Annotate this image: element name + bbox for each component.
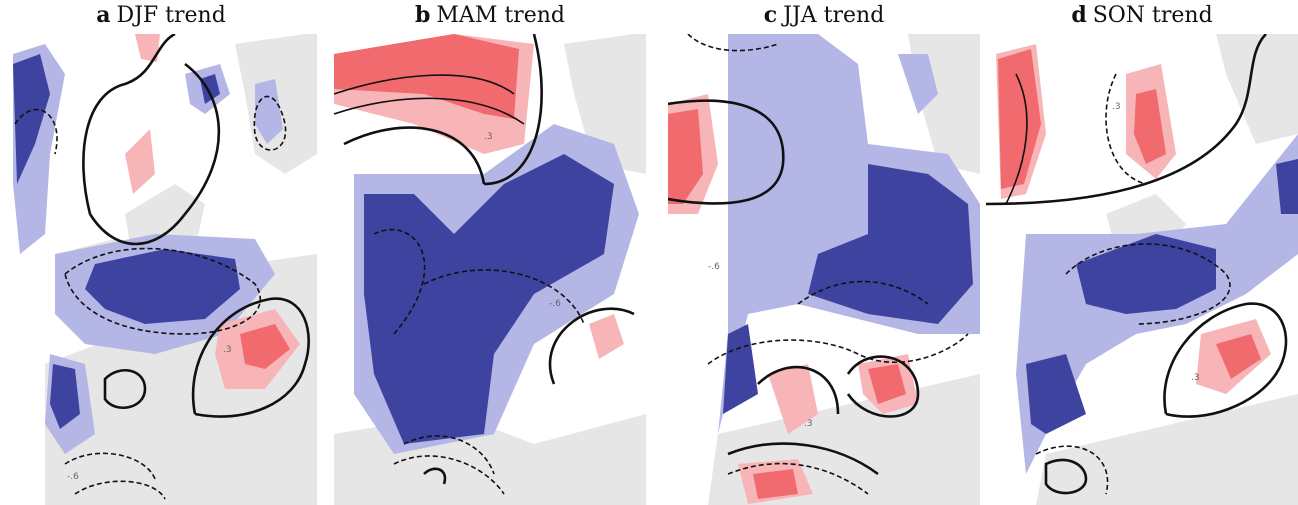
strong-positive-area [240,324,290,369]
contour-line [334,74,515,95]
panel-title-jja: c JJA trend [668,2,980,28]
weak-positive-area [135,34,160,62]
weak-negative-area [255,79,283,144]
strong-positive-area [1134,89,1166,164]
contour-label: .3 [1191,373,1200,383]
contour-line [483,34,543,186]
weak-negative-area [898,54,938,114]
strong-negative-area [1276,159,1298,214]
weak-positive-area [768,364,818,434]
contour-line [64,247,262,335]
strong-negative-area [1026,354,1086,434]
contour-line [727,442,879,476]
contour-label: -.6 [708,262,720,272]
contour-line [64,452,156,480]
panel-title-text: SON trend [1092,3,1213,28]
strong-positive-area [1216,334,1261,379]
panel-djf: a DJF trend [5,0,317,505]
contour-line [343,126,486,185]
contour-line [727,462,869,495]
panel-letter: d [1071,2,1087,28]
panel-title-mam: b MAM trend [334,2,646,28]
contour-line [423,467,447,485]
contour-line [1044,458,1088,495]
contour-line [253,95,287,151]
contour-line [1163,302,1288,418]
contour-line [74,480,166,500]
strong-negative-area [85,249,240,324]
contour-label: .3 [223,345,232,355]
panel-letter: a [96,2,111,28]
strong-negative-area [723,324,758,414]
panel-title-son: d SON trend [986,2,1298,28]
contour-line [707,333,969,365]
weak-positive-area [589,314,624,359]
weak-positive-area [125,129,155,194]
map-djf: .3 -.6 [5,34,317,505]
contour-line [334,97,525,125]
panel-title-text: JJA trend [783,3,885,28]
strong-negative-area [200,74,220,104]
panel-mam: b MAM trend -.6 .3 [334,0,646,505]
contour-label: .3 [1112,102,1121,112]
land-mass [1216,34,1298,144]
strong-negative-area [13,54,50,184]
panel-jja: c JJA trend [668,0,980,505]
contour-line [1005,73,1028,205]
strong-negative-area [50,364,80,429]
map-jja: .3 -.6 [668,34,980,505]
contour-line [423,269,585,325]
map-svg-mam: -.6 .3 [334,34,646,505]
weak-negative-area [718,34,980,434]
contour-line [373,228,426,335]
map-svg-jja: .3 -.6 [668,34,980,505]
land-mass [564,34,646,174]
contour-label: .3 [804,419,813,429]
contour-line [14,108,58,155]
contour-line [757,366,840,415]
panel-title-djf: a DJF trend [5,2,317,28]
panel-letter: c [763,2,778,28]
contour-line [687,34,779,52]
map-svg-son: .3 .3 [986,34,1298,505]
contour-line [191,297,310,418]
contour-line [846,355,920,418]
contour-line [986,34,1267,206]
contour-label: -.6 [67,472,79,482]
contour-line [1035,445,1109,495]
strong-positive-area [753,469,798,499]
contour-label: -.6 [549,299,561,309]
contour-label: .3 [484,132,493,142]
strong-positive-area [998,49,1041,189]
panel-title-text: DJF trend [116,3,226,28]
strong-negative-area [364,154,614,444]
contour-line [103,369,147,409]
map-son: .3 .3 [986,34,1298,505]
contour-line [1105,73,1147,185]
strong-negative-area [808,164,973,324]
map-mam: -.6 .3 [334,34,646,505]
land-mass [1036,394,1298,505]
panel-letter: b [415,2,431,28]
strong-positive-area [668,109,703,204]
contour-line [797,280,929,305]
map-svg-djf: .3 -.6 [5,34,317,505]
contour-line [82,34,221,246]
contour-line [1065,243,1231,325]
strong-positive-area [334,34,519,119]
panel-son: d SON trend [986,0,1298,505]
panel-title-text: MAM trend [436,3,565,28]
strong-positive-area [868,364,906,404]
contour-line [548,307,635,385]
contour-line [393,455,505,495]
strong-negative-area [1076,234,1216,314]
contour-line [668,99,785,205]
contour-line [403,435,495,475]
